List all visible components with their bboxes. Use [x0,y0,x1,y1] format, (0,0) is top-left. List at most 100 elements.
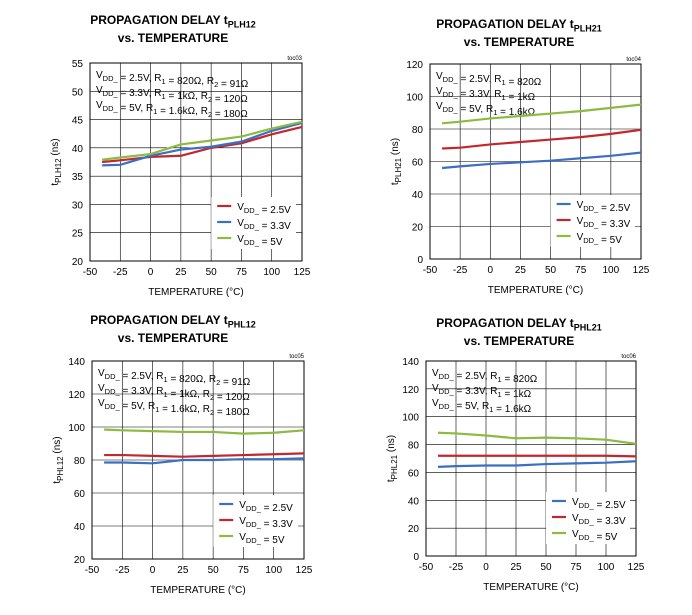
chart-panel-tplh21: PROPAGATION DELAY tPLH21 vs. TEMPERATURE… [346,0,692,308]
text-part: R [490,371,497,382]
figure-tag: toc06 [621,354,636,360]
text-subscript: DD_ [443,75,459,84]
text-subscript: DD_ [443,90,459,99]
y-axis-label-unit: (ns) [390,138,401,158]
series-line [437,431,637,445]
legend-label: VDD_ = 2.5V [239,500,293,514]
text-subscript: 1 [164,375,168,384]
y-tick-label: 40 [412,190,424,201]
text-part: = 1kΩ [506,92,536,103]
text-part: V [572,513,579,524]
text-part: = 5V [598,235,622,246]
text-part: R [148,401,155,412]
y-axis-label-main: t [390,182,401,185]
text-subscript: 1 [502,93,506,102]
text-part: V [239,532,246,543]
y-tick-label: 35 [72,172,84,183]
x-axis-label: TEMPERATURE (°C) [488,285,583,296]
y-axis-label-sub: PHL21 [390,454,399,479]
text-part: = 3.3V [259,221,291,232]
text-part: = 5V, [120,401,148,412]
text-subscript: 2 [214,80,218,89]
series-line [101,120,303,161]
x-tick-label: -50 [423,265,438,276]
text-part: = 2.5V [594,500,626,511]
text-part: V [432,398,439,409]
x-axis-label: TEMPERATURE (°C) [148,287,243,298]
text-part: R [490,386,497,397]
text-part: V [96,85,103,96]
y-tick-label: 0 [413,552,419,563]
text-part: V [98,398,105,409]
condition-text: VDD_ = 2.5V, R1 = 820Ω [436,71,542,88]
chart-plot-tplh21: -50 -25 0 25 50 75 100 125 0 20 40 60 80 100 120 TEMPER… [390,57,650,296]
text-part: = 3.3V, [118,88,155,99]
text-part: = 3.3V [598,219,630,230]
text-subscript: 1 [502,78,506,87]
plot-frame [89,62,303,262]
text-part: R [154,88,161,99]
chart-title: PROPAGATION DELAY tPLH21 vs. TEMPERATURE [346,17,692,49]
chart-title-main: PROPAGATION DELAY t [90,13,228,27]
x-tick-label: 75 [238,565,250,576]
text-part: = 1kΩ, [166,91,201,102]
text-part: = 2.5V [261,503,293,514]
text-subscript: 1 [162,77,166,86]
y-axis-label-sub: PHL12 [56,456,65,481]
text-subscript: DD_ [583,236,599,245]
text-subscript: DD_ [583,220,599,229]
text-part: R [156,371,163,382]
text-part: R [203,404,210,415]
text-part: = 5V, [118,103,146,114]
y-tick-label: 55 [72,59,84,70]
text-part: = 5V [594,532,618,543]
chart-title-main: PROPAGATION DELAY t [436,316,574,330]
text-part: = 820Ω [506,77,542,88]
x-tick-label: -25 [115,565,130,576]
x-tick-label: -25 [453,265,468,276]
x-tick-label: 100 [603,265,620,276]
text-part: = 3.3V, [454,386,491,397]
text-part: R [486,104,493,115]
x-tick-label: 125 [294,267,311,278]
chart-title-main: PROPAGATION DELAY t [90,313,228,327]
text-part: = 180Ω [214,407,250,418]
chart-title: PROPAGATION DELAY tPHL12 vs. TEMPERATURE [0,313,346,345]
condition-text: VDD_ = 3.3V, R1 = 1kΩ [432,383,532,400]
text-part: = 2.5V [259,205,291,216]
series-line [104,428,305,435]
text-subscript: 2 [208,110,212,119]
text-part: = 2.5V, [454,371,491,382]
text-part: = 2.5V, [118,73,155,84]
text-part: = 3.3V, [120,386,157,397]
condition-text: VDD_ = 5V, R1 = 1.6kΩ [436,101,536,118]
legend-label: VDD_ = 5V [577,232,623,246]
series-line [102,121,303,167]
x-tick-label: 100 [263,267,280,278]
figure-tag: toc05 [289,354,304,360]
x-tick-label: 75 [570,562,582,573]
text-subscript: DD_ [105,402,121,411]
condition-text: VDD_ = 5V, R1 = 1.6kΩ, R2 = 180Ω [96,100,248,120]
text-subscript: DD_ [105,372,121,381]
condition-text: VDD_ = 2.5V, R1 = 820Ω, R2 = 91Ω [98,368,251,388]
chart-title-line2: vs. TEMPERATURE [463,35,575,50]
text-subscript: 2 [216,378,220,387]
text-subscript: DD_ [439,387,455,396]
y-tick-label: 140 [68,357,85,368]
y-tick-label: 40 [74,522,86,533]
text-part: V [432,368,439,379]
chart-title-sub: PLH12 [227,19,256,30]
chart-title-sub: PHL12 [227,319,256,330]
y-tick-label: 50 [72,87,84,98]
legend-label: VDD_ = 2.5V [237,202,291,216]
text-part: V [436,101,443,112]
y-tick-label: 0 [417,255,423,266]
x-tick-label: 75 [236,267,248,278]
text-part: V [572,529,579,540]
text-subscript: DD_ [579,533,595,542]
x-tick-label: -50 [83,267,98,278]
y-tick-label: 20 [74,555,86,566]
text-part: R [494,74,501,85]
text-part: R [154,73,161,84]
